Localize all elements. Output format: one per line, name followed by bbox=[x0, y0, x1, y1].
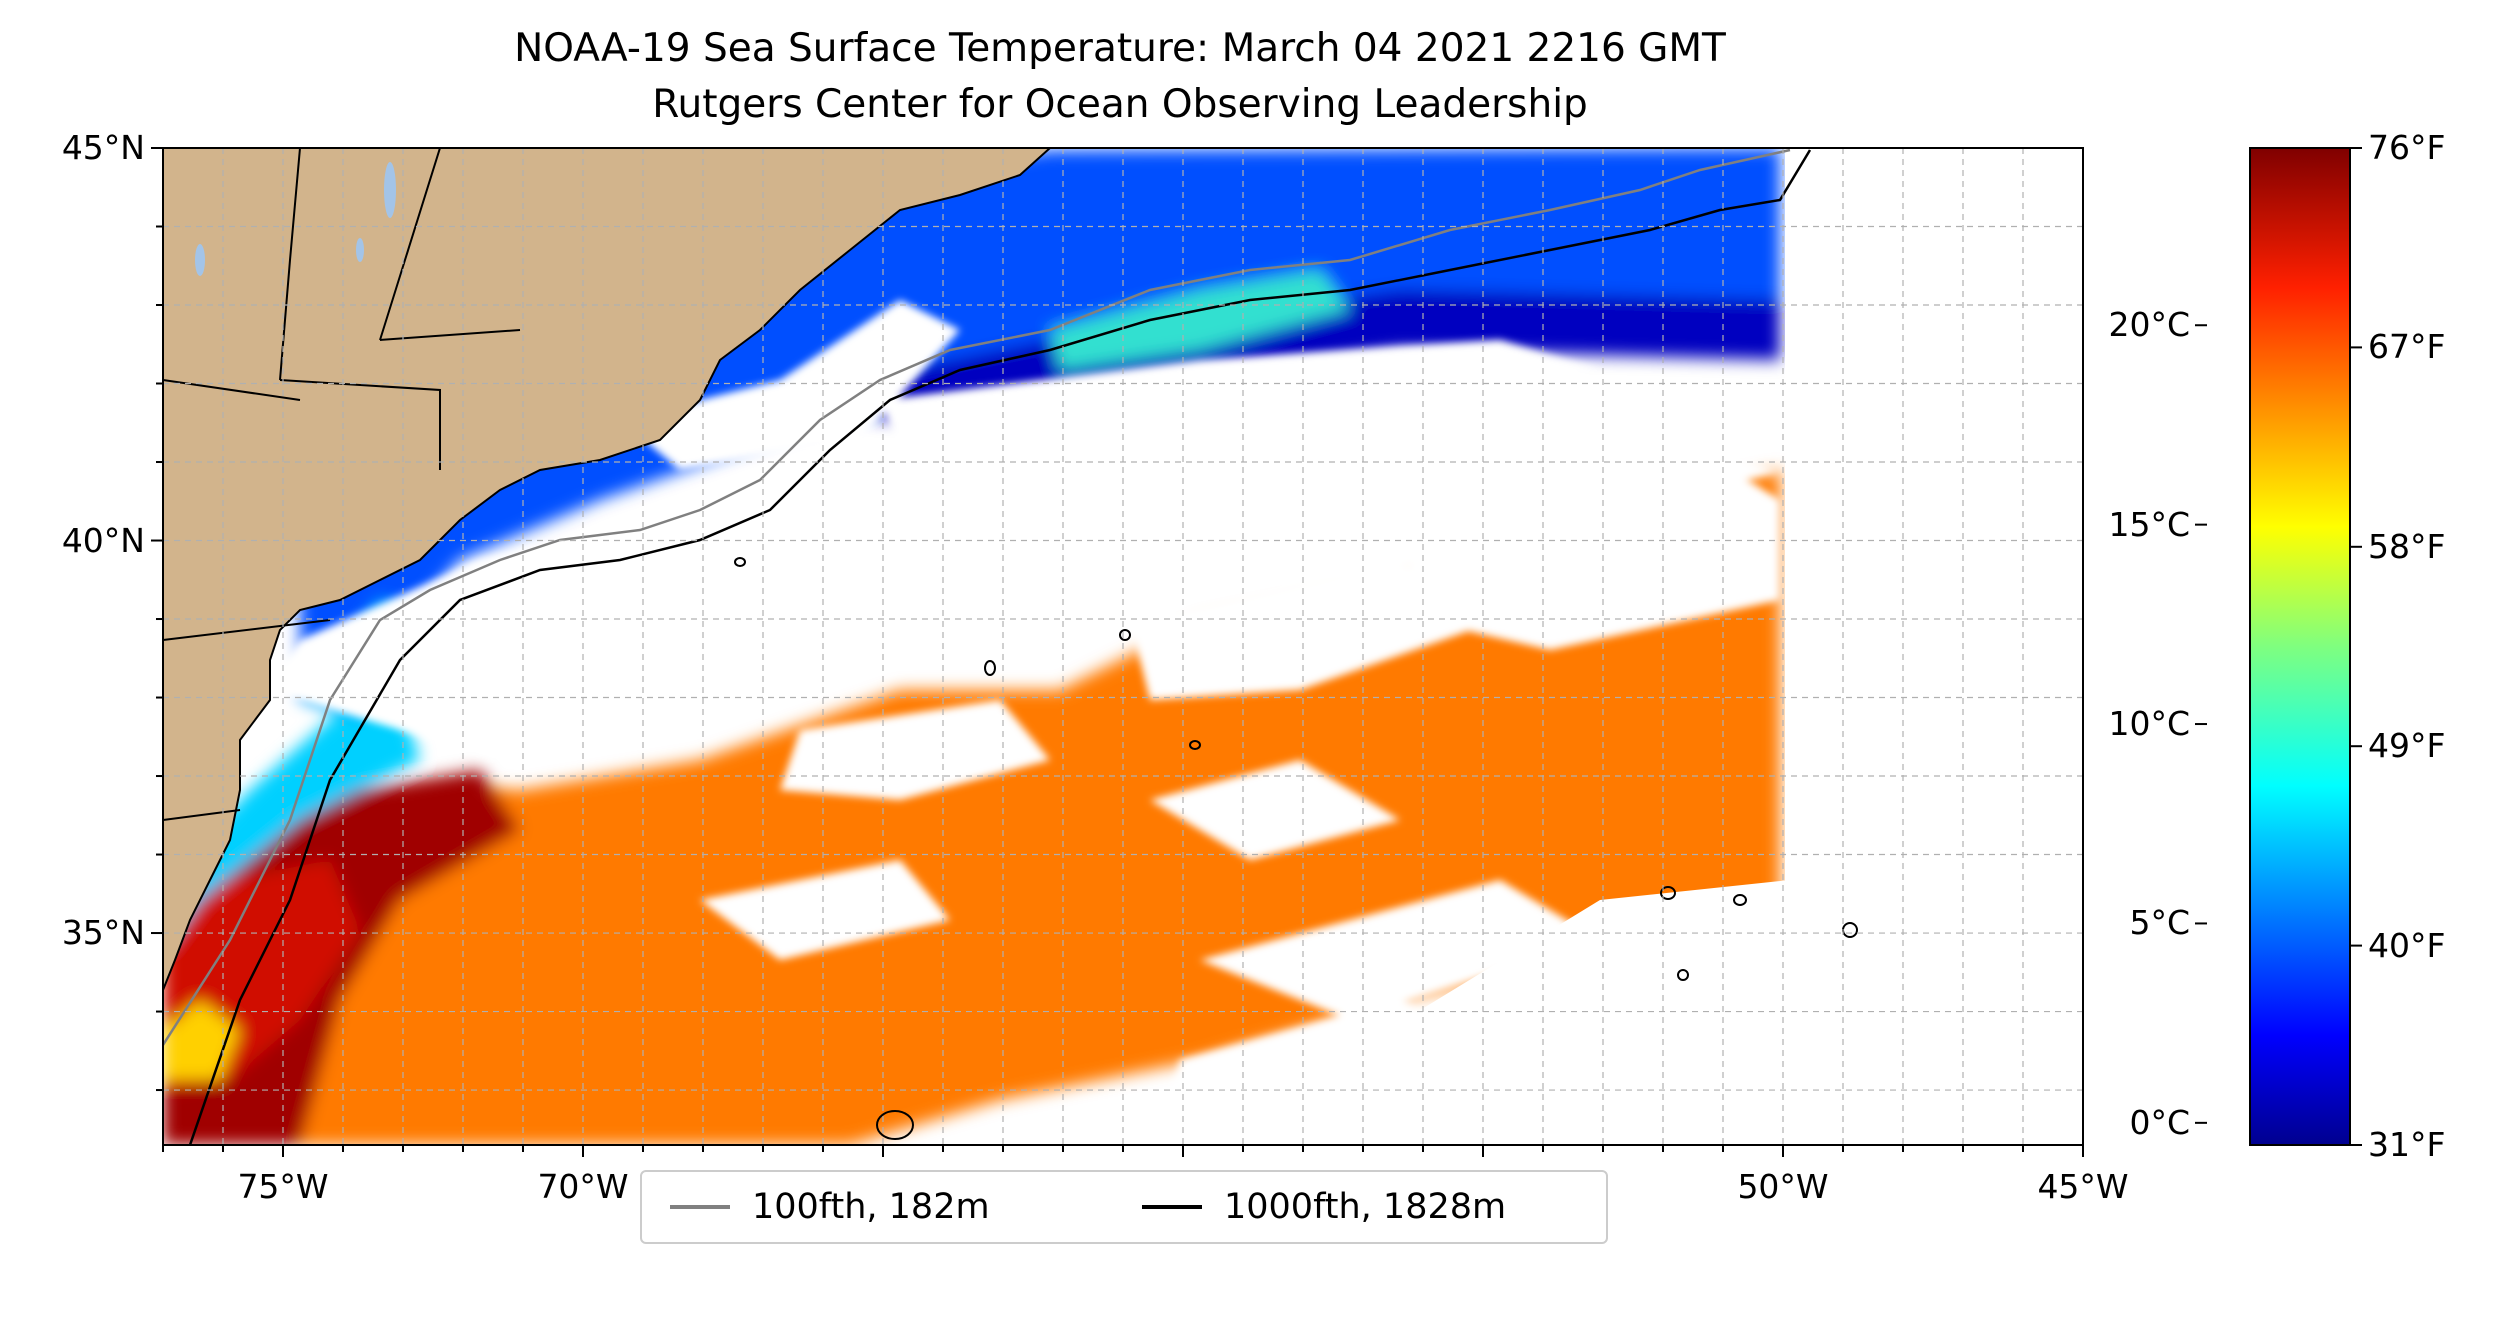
colorbar-f-label: 40°F bbox=[2368, 925, 2446, 965]
legend-line-gray bbox=[670, 1205, 730, 1209]
lon-tick-label: 70°W bbox=[537, 1167, 629, 1206]
isobath-100fth bbox=[163, 148, 1791, 1046]
colorbar-c-label: 15°C bbox=[2108, 504, 2190, 544]
colorbar bbox=[2249, 147, 2351, 1146]
colorbar-f-label: 31°F bbox=[2368, 1125, 2446, 1164]
colorbar-c-label: 0°C bbox=[2129, 1102, 2190, 1142]
lat-tick-label: 35°N bbox=[61, 913, 145, 953]
legend-line-black bbox=[1142, 1205, 1202, 1209]
colorbar-c-label: 20°C bbox=[2108, 305, 2190, 345]
colorbar-c-label: 5°C bbox=[2129, 903, 2190, 943]
lon-tick-label: 50°W bbox=[1737, 1167, 1829, 1206]
colorbar-f-label: 49°F bbox=[2368, 726, 2446, 766]
legend-item-100fth: 100fth, 182m bbox=[670, 1172, 990, 1242]
colorbar-f-label: 58°F bbox=[2368, 526, 2446, 566]
isobath-legend: 100fth, 182m 1000fth, 1828m bbox=[640, 1170, 1608, 1244]
lon-tick-label: 75°W bbox=[237, 1167, 329, 1206]
colorbar-f-label: 67°F bbox=[2368, 327, 2446, 367]
graticule bbox=[163, 148, 2083, 1145]
lat-tick-label: 45°N bbox=[61, 128, 145, 167]
lon-tick-label: 45°W bbox=[2037, 1167, 2129, 1206]
colorbar-c-label: 10°C bbox=[2108, 704, 2190, 744]
map-title: NOAA-19 Sea Surface Temperature: March 0… bbox=[514, 26, 1726, 71]
seamounts bbox=[734, 557, 1858, 1140]
legend-label: 1000fth, 1828m bbox=[1224, 1187, 1507, 1227]
colorbar-f-label: 76°F bbox=[2368, 128, 2446, 167]
map-subtitle: Rutgers Center for Ocean Observing Leade… bbox=[652, 82, 1588, 127]
lakes bbox=[195, 162, 396, 276]
isobath-1000fth bbox=[188, 149, 1812, 1145]
legend-label: 100fth, 182m bbox=[752, 1187, 990, 1227]
lat-tick-label: 40°N bbox=[61, 520, 145, 560]
legend-item-1000fth: 1000fth, 1828m bbox=[1142, 1172, 1506, 1242]
